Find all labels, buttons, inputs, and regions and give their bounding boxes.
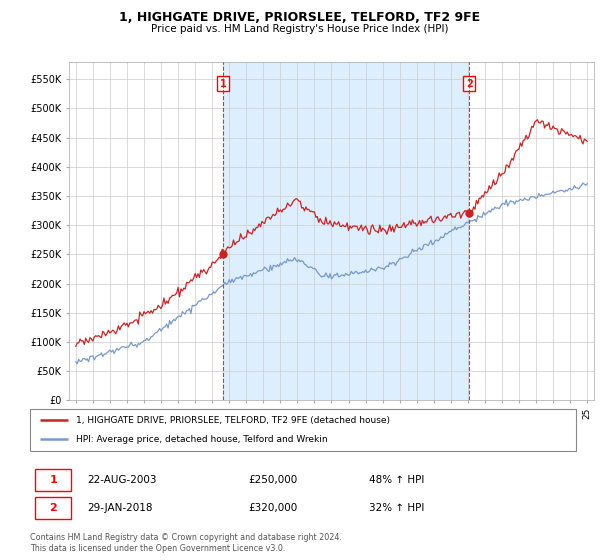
Text: £250,000: £250,000 (248, 475, 298, 485)
Text: 1, HIGHGATE DRIVE, PRIORSLEE, TELFORD, TF2 9FE: 1, HIGHGATE DRIVE, PRIORSLEE, TELFORD, T… (119, 11, 481, 24)
Text: 29-JAN-2018: 29-JAN-2018 (88, 503, 153, 514)
Text: 1: 1 (50, 475, 58, 485)
Bar (35, 469, 71, 491)
Text: 1, HIGHGATE DRIVE, PRIORSLEE, TELFORD, TF2 9FE (detached house): 1, HIGHGATE DRIVE, PRIORSLEE, TELFORD, T… (76, 416, 391, 424)
Text: HPI: Average price, detached house, Telford and Wrekin: HPI: Average price, detached house, Telf… (76, 435, 328, 444)
Text: 22-AUG-2003: 22-AUG-2003 (88, 475, 157, 485)
Text: 32% ↑ HPI: 32% ↑ HPI (368, 503, 424, 514)
Text: 2: 2 (50, 503, 58, 514)
Text: Contains HM Land Registry data © Crown copyright and database right 2024.: Contains HM Land Registry data © Crown c… (30, 533, 342, 542)
Text: Price paid vs. HM Land Registry's House Price Index (HPI): Price paid vs. HM Land Registry's House … (151, 24, 449, 34)
Text: £320,000: £320,000 (248, 503, 298, 514)
Text: 1: 1 (220, 78, 226, 88)
Bar (35, 497, 71, 519)
Text: 2: 2 (466, 78, 473, 88)
Text: This data is licensed under the Open Government Licence v3.0.: This data is licensed under the Open Gov… (30, 544, 286, 553)
Text: 48% ↑ HPI: 48% ↑ HPI (368, 475, 424, 485)
Bar (223, 62, 469, 400)
